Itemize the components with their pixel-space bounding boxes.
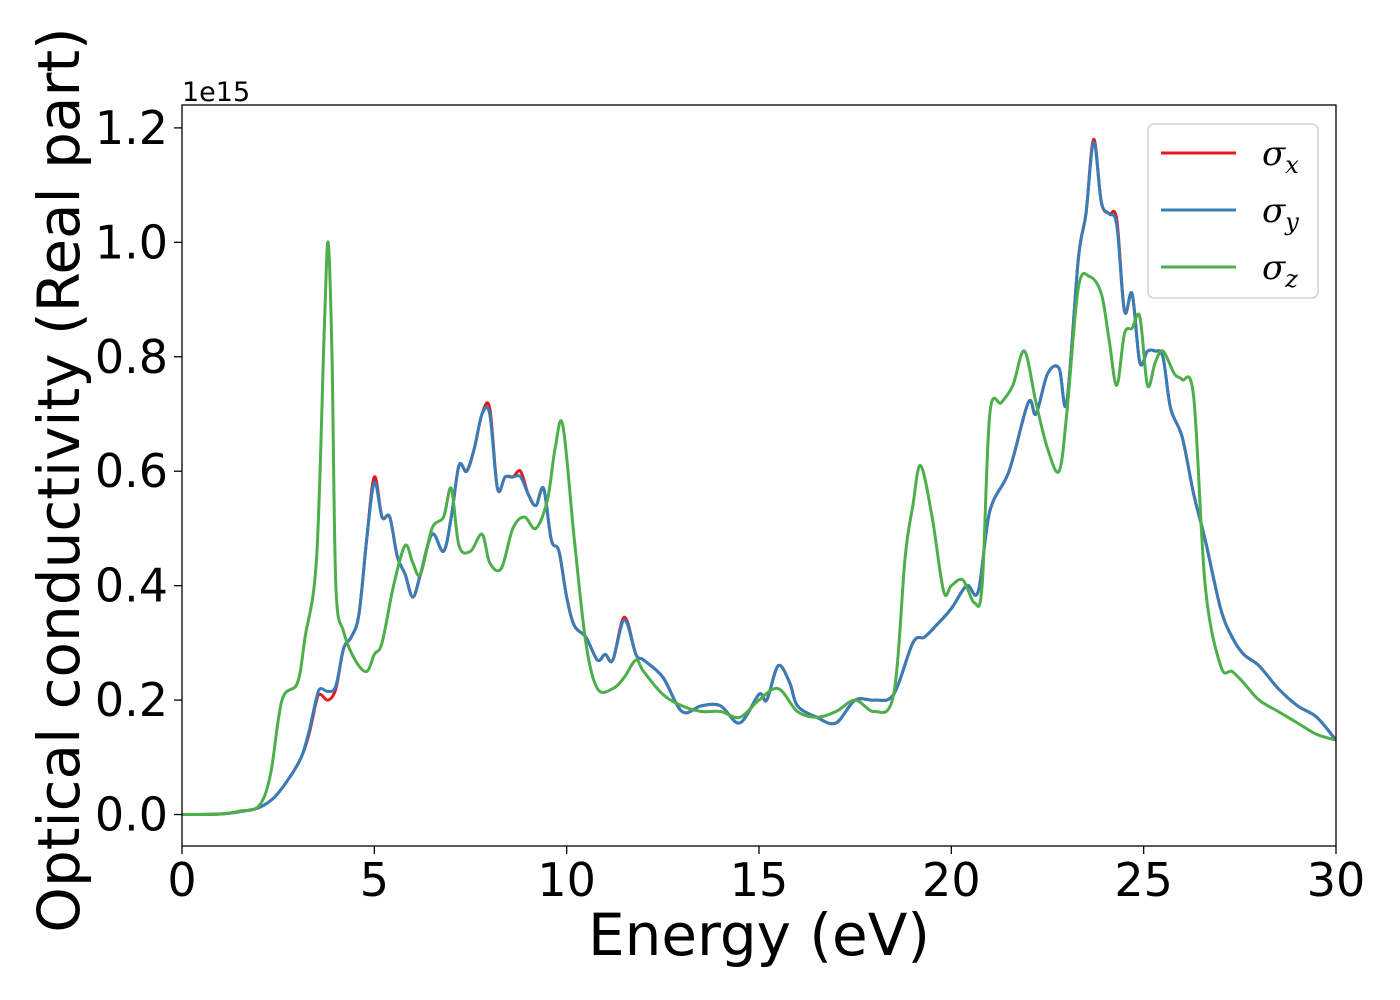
x-tick-label: 15 [730, 853, 789, 907]
y-tick-label: 0.8 [95, 330, 168, 384]
series-line-z [182, 240, 1336, 817]
y-axis-title: Optical conductivity (Real part) [25, 27, 93, 932]
x-tick-label: 20 [922, 853, 981, 907]
x-tick-label: 30 [1307, 853, 1366, 907]
y-tick-label: 1.2 [95, 101, 168, 155]
x-tick-label: 10 [537, 853, 596, 907]
legend-subscript-y: y [1284, 208, 1299, 236]
x-axis-title: Energy (eV) [588, 901, 930, 969]
x-tick-label: 5 [360, 853, 389, 907]
y-tick-label: 0.2 [95, 673, 168, 727]
y-axis-ticks: 0.0 0.2 0.4 0.6 0.8 1.0 1.2 [95, 101, 182, 842]
x-axis-ticks: 0 5 10 15 20 25 30 [167, 846, 1365, 907]
legend-subscript-z: z [1284, 265, 1298, 293]
series-layer [182, 137, 1336, 817]
x-tick-label: 25 [1114, 853, 1173, 907]
y-tick-label: 0.0 [95, 788, 168, 842]
x-tick-label: 0 [167, 853, 196, 907]
y-tick-label: 1.0 [95, 215, 168, 269]
y-tick-label: 0.4 [95, 559, 168, 613]
legend-label-z: σz [1262, 248, 1298, 293]
legend-subscript-x: x [1285, 151, 1299, 179]
y-offset-label: 1e15 [182, 77, 250, 108]
y-tick-label: 0.6 [95, 444, 168, 498]
